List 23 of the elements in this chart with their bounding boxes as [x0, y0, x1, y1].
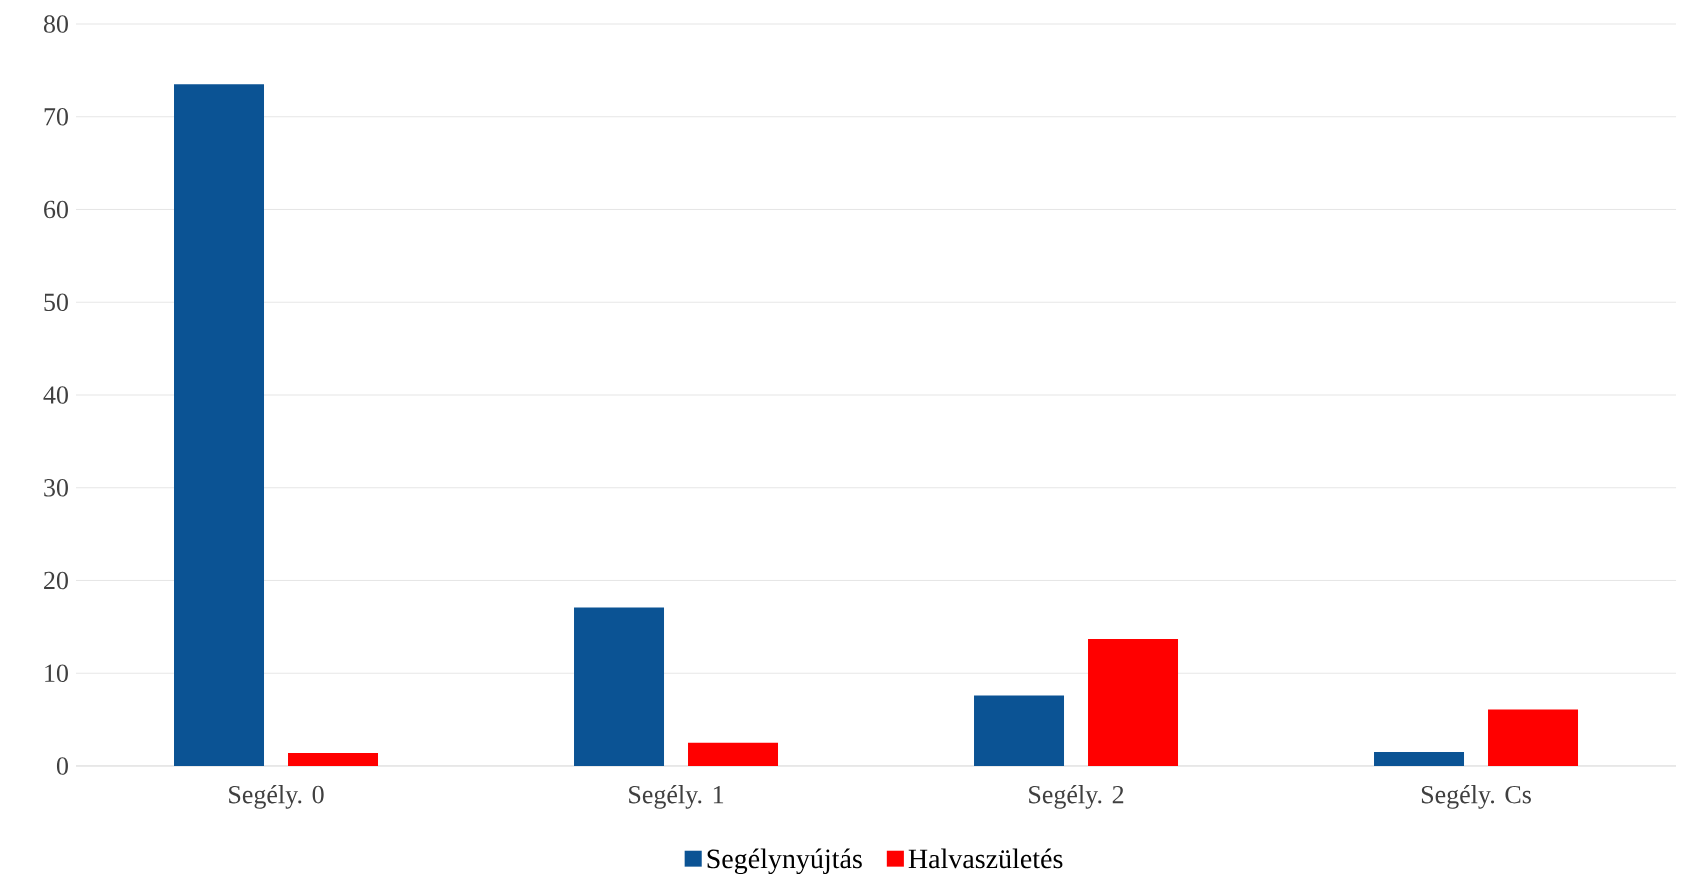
y-tick-label: 20	[44, 571, 68, 590]
bar	[174, 84, 265, 766]
y-tick-label: 10	[45, 664, 68, 683]
y-tick-label: 70	[44, 107, 68, 126]
x-tick-label: Segély. 1	[629, 785, 724, 809]
legend-label: Halvaszületés	[908, 848, 1063, 869]
y-tick-label: 0	[56, 757, 68, 775]
bar	[1374, 752, 1465, 766]
bar	[1088, 638, 1179, 766]
bar	[974, 695, 1065, 766]
bar	[688, 742, 779, 766]
bar	[288, 753, 379, 766]
x-tick-label: Segély. 0	[229, 785, 324, 809]
bar	[574, 607, 665, 766]
y-tick-label: 80	[43, 15, 68, 33]
y-tick-label: 60	[44, 200, 68, 219]
y-tick-label: 30	[44, 478, 68, 497]
x-tick-label: Segély. 2	[1029, 785, 1124, 809]
y-tick-label: 50	[44, 293, 68, 312]
bar	[1488, 709, 1579, 766]
y-tick-label: 40	[43, 386, 68, 404]
legend-label: Segélynyújtás	[707, 848, 862, 875]
x-tick-label: Segély. Cs	[1421, 785, 1531, 809]
